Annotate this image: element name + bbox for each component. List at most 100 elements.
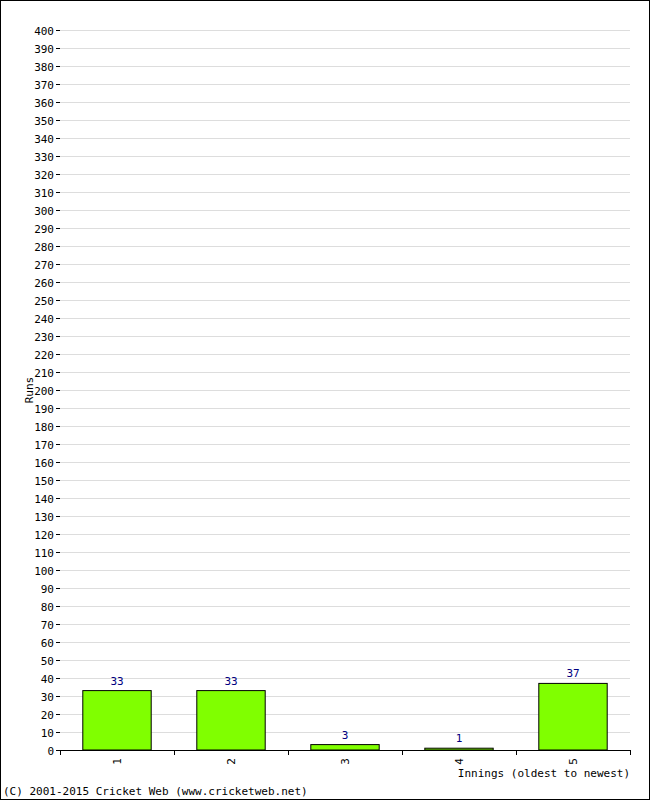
grid-line xyxy=(60,552,630,553)
y-tick xyxy=(56,732,60,733)
grid-line xyxy=(60,444,630,445)
grid-line xyxy=(60,588,630,589)
y-tick xyxy=(56,246,60,247)
grid-line xyxy=(60,642,630,643)
y-tick xyxy=(56,300,60,301)
grid-line xyxy=(60,192,630,193)
grid-line xyxy=(60,300,630,301)
grid-line xyxy=(60,606,630,607)
y-tick xyxy=(56,516,60,517)
y-tick xyxy=(56,624,60,625)
y-tick xyxy=(56,660,60,661)
grid-line xyxy=(60,66,630,67)
bar xyxy=(311,745,379,750)
y-tick-label: 330 xyxy=(34,151,54,164)
y-tick xyxy=(56,426,60,427)
y-tick-label: 50 xyxy=(41,655,54,668)
y-tick xyxy=(56,282,60,283)
bar xyxy=(425,748,493,750)
grid-line xyxy=(60,84,630,85)
y-tick xyxy=(56,642,60,643)
y-tick-label: 300 xyxy=(34,205,54,218)
y-tick-label: 180 xyxy=(34,421,54,434)
y-tick xyxy=(56,372,60,373)
grid-line xyxy=(60,426,630,427)
y-tick-label: 40 xyxy=(41,673,54,686)
y-tick xyxy=(56,66,60,67)
y-tick-label: 270 xyxy=(34,259,54,272)
grid-line xyxy=(60,498,630,499)
y-tick xyxy=(56,498,60,499)
grid-line xyxy=(60,660,630,661)
grid-line xyxy=(60,372,630,373)
grid-line xyxy=(60,282,630,283)
y-tick-label: 0 xyxy=(47,745,54,758)
y-tick xyxy=(56,552,60,553)
y-tick xyxy=(56,30,60,31)
grid-line xyxy=(60,318,630,319)
y-tick xyxy=(56,84,60,85)
y-tick xyxy=(56,534,60,535)
y-tick-label: 200 xyxy=(34,385,54,398)
y-tick xyxy=(56,588,60,589)
y-tick-label: 110 xyxy=(34,547,54,560)
y-tick-label: 70 xyxy=(41,619,54,632)
data-label: 33 xyxy=(110,675,123,688)
y-tick-label: 150 xyxy=(34,475,54,488)
x-tick-label: 4 xyxy=(453,758,466,765)
y-tick-label: 360 xyxy=(34,97,54,110)
y-tick xyxy=(56,696,60,697)
x-tick xyxy=(60,750,61,755)
grid-line xyxy=(60,228,630,229)
y-tick xyxy=(56,714,60,715)
bar xyxy=(197,691,265,750)
y-tick xyxy=(56,192,60,193)
y-tick-label: 280 xyxy=(34,241,54,254)
y-tick xyxy=(56,174,60,175)
y-tick xyxy=(56,480,60,481)
bar xyxy=(539,683,607,750)
y-tick-label: 10 xyxy=(41,727,54,740)
y-tick-label: 290 xyxy=(34,223,54,236)
y-tick-label: 250 xyxy=(34,295,54,308)
y-tick-label: 220 xyxy=(34,349,54,362)
y-tick-label: 160 xyxy=(34,457,54,470)
grid-line xyxy=(60,534,630,535)
grid-line xyxy=(60,354,630,355)
y-tick-label: 240 xyxy=(34,313,54,326)
y-tick-label: 30 xyxy=(41,691,54,704)
y-tick-label: 140 xyxy=(34,493,54,506)
x-tick xyxy=(516,750,517,755)
grid-line xyxy=(60,264,630,265)
y-tick-label: 170 xyxy=(34,439,54,452)
grid-line xyxy=(60,336,630,337)
y-tick-label: 260 xyxy=(34,277,54,290)
y-tick xyxy=(56,606,60,607)
x-tick-label: 1 xyxy=(111,758,124,765)
x-axis-label: Innings (oldest to newest) xyxy=(458,767,630,780)
grid-line xyxy=(60,678,630,679)
x-tick xyxy=(288,750,289,755)
y-tick xyxy=(56,354,60,355)
y-tick xyxy=(56,444,60,445)
y-tick-label: 130 xyxy=(34,511,54,524)
grid-line xyxy=(60,210,630,211)
x-axis xyxy=(60,750,630,751)
y-tick-label: 390 xyxy=(34,43,54,56)
data-label: 3 xyxy=(342,729,349,742)
frame xyxy=(1,1,650,800)
grid-line xyxy=(60,120,630,121)
y-tick-label: 370 xyxy=(34,79,54,92)
bar xyxy=(83,691,151,750)
y-tick xyxy=(56,750,60,751)
grid-line xyxy=(60,480,630,481)
data-label: 33 xyxy=(224,675,237,688)
grid-line xyxy=(60,156,630,157)
grid-line xyxy=(60,102,630,103)
grid-line xyxy=(60,246,630,247)
grid-line xyxy=(60,624,630,625)
y-tick xyxy=(56,102,60,103)
data-label: 37 xyxy=(566,667,579,680)
y-tick-label: 190 xyxy=(34,403,54,416)
grid-line xyxy=(60,390,630,391)
